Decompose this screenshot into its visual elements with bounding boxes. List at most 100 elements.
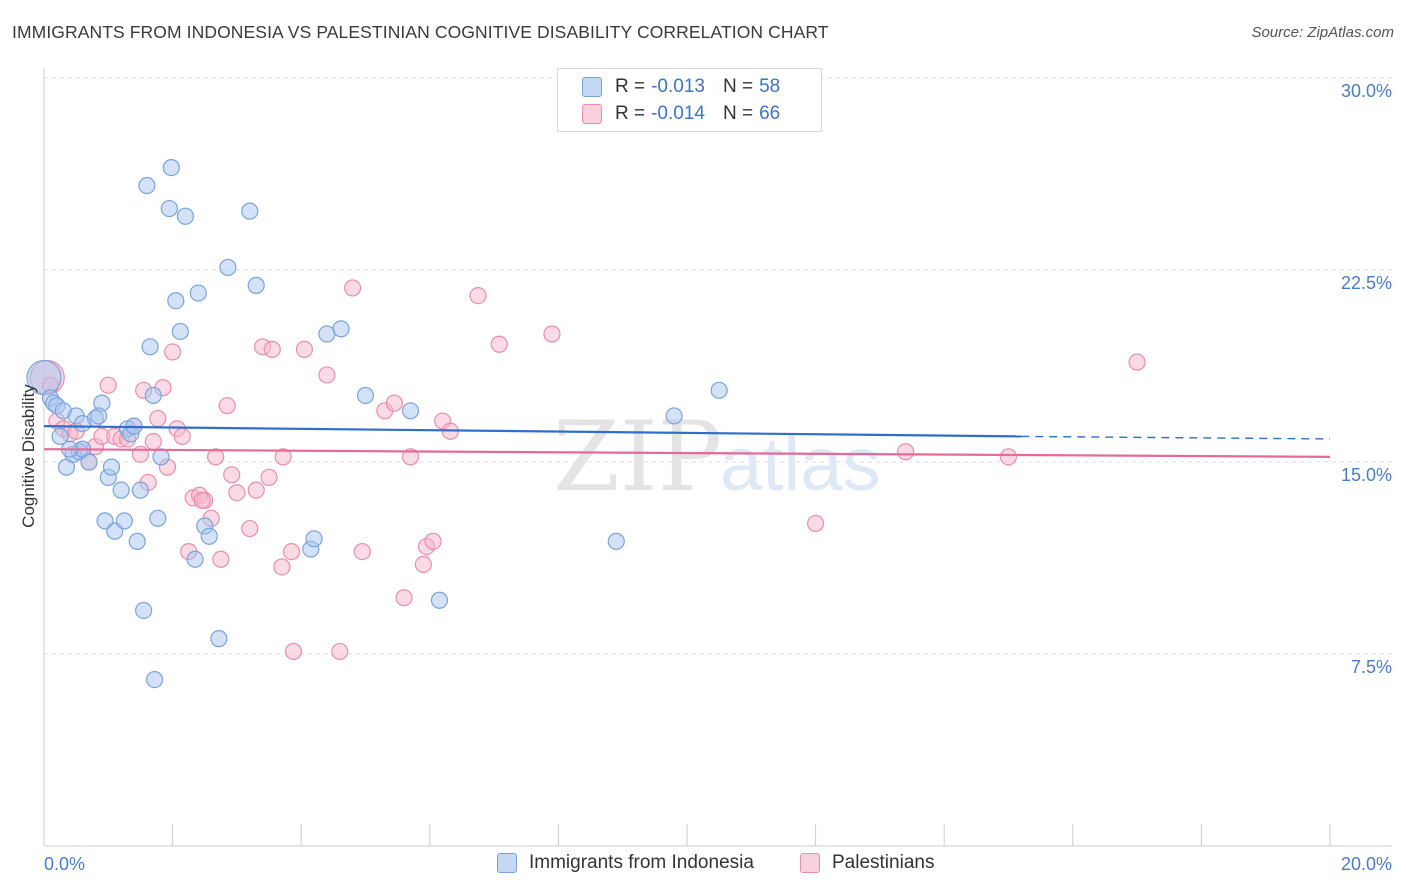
y-tick-label: 7.5% [1351,657,1392,677]
y-tick-label: 15.0% [1341,465,1392,485]
blue-trend-line [43,425,1022,438]
indonesia-point [128,532,146,550]
trend-lines [43,425,1331,458]
legend-swatch-pink [582,104,602,124]
palestinians-point [331,642,349,661]
x-tick-label-max: 20.0% [1341,854,1392,874]
legend-n-value-1: 58 [759,76,781,97]
legend-r-label-1: R = [615,76,646,97]
indonesia-point [332,320,350,338]
indonesia-point [80,453,98,471]
palestinians-point [897,443,915,461]
indonesia-point [401,402,420,420]
series-legend: Immigrants from Indonesia Palestinians [0,852,1406,878]
indonesia-point [356,386,375,405]
legend-item-indonesia[interactable]: Immigrants from Indonesia [497,852,754,874]
indonesia-point [171,322,189,341]
legend-swatch-palestinians [800,853,820,873]
y-tick-label: 22.5% [1341,273,1392,293]
indonesia-point [247,276,265,294]
legend-r-value-1: -0.013 [651,76,705,97]
indonesia-point [144,386,162,405]
indonesia-point [305,530,323,548]
palestinians-point [263,340,281,358]
palestinians-point [212,550,230,568]
x-tick-label-min: 0.0% [44,854,85,874]
indonesia-point [112,481,130,499]
legend-row-indonesia: R = -0.013 N = 58 [582,74,780,100]
y-axis-label: Cognitive Disability [19,384,38,528]
palestinians-point [543,325,561,343]
indonesia-point [102,458,121,476]
indonesia-point [210,630,228,648]
palestinians-point [273,558,291,576]
palestinians-point [424,532,442,550]
palestinians-point [274,448,292,466]
palestinians-point [1128,353,1146,371]
blue-trend-extension [1021,435,1331,440]
axes-layer [43,68,1392,847]
indonesia-point [152,448,170,466]
legend-n-label-2: N = [722,103,754,124]
indonesia-point [138,176,156,195]
watermark-atlas: atlas [720,422,881,507]
source-credit: Source: ZipAtlas.com [1251,24,1394,41]
indonesia-point [51,427,69,445]
legend-r-label-2: R = [615,103,646,124]
palestinians-point [414,555,432,574]
legend-item-palestinians[interactable]: Palestinians [800,852,934,874]
indonesia-point [241,202,259,220]
palestinians-point [149,409,167,428]
stats-legend: R = -0.013 N = 58 R = -0.014 N = 66 [557,68,822,132]
palestinians-point [99,376,117,394]
palestinians-point [164,343,182,361]
legend-swatch-blue [582,77,602,97]
indonesia-point [160,199,178,218]
palestinians-point [318,366,336,384]
indonesia-point [141,338,159,356]
palestinians-point [260,468,278,486]
indonesia-point [90,407,108,425]
palestinians-point [282,542,301,561]
palestinians-point [353,542,371,561]
indonesia-point [131,481,150,499]
palestinians-point [806,514,825,533]
palestinians-point [207,448,225,466]
y-tick-label: 30.0% [1341,81,1392,101]
palestinians-point [999,448,1018,466]
legend-swatch-indonesia [497,853,517,873]
indonesia-point [430,591,449,609]
indonesia-point [115,512,133,530]
palestinians-point [490,335,508,353]
palestinians-point [284,642,303,661]
tick-labels: 7.5% 15.0% 22.5% 30.0% 0.0% 20.0% [44,81,1392,874]
indonesia-point [167,292,185,310]
pink-trend-line [43,448,1331,458]
palestinians-point [173,427,191,445]
palestinians-point [144,432,162,451]
indonesia-point [665,407,683,425]
indonesia-point [145,670,164,689]
palestinians-point [218,397,236,415]
palestinians-point [395,589,413,607]
legend-n-label-1: N = [722,76,754,97]
palestinians-point [469,287,487,305]
indonesia-point [219,258,237,277]
indonesia-point [135,601,153,620]
indonesia-point [186,550,204,568]
indonesia-point [162,159,180,177]
palestinians-point [247,481,265,499]
palestinians-point [344,279,362,297]
chart-title: IMMIGRANTS FROM INDONESIA VS PALESTINIAN… [12,22,829,42]
indonesia-point [149,509,167,527]
indonesia-point [189,284,207,302]
legend-label-palestinians: Palestinians [832,852,935,873]
legend-n-value-2: 66 [759,103,781,124]
legend-row-palestinians: R = -0.014 N = 66 [582,101,780,127]
palestinians-point [241,519,259,538]
grid-layer [44,77,1392,655]
indonesia-point [176,207,195,225]
indonesia-point [73,415,92,433]
watermark-zip: ZIP [553,401,722,513]
